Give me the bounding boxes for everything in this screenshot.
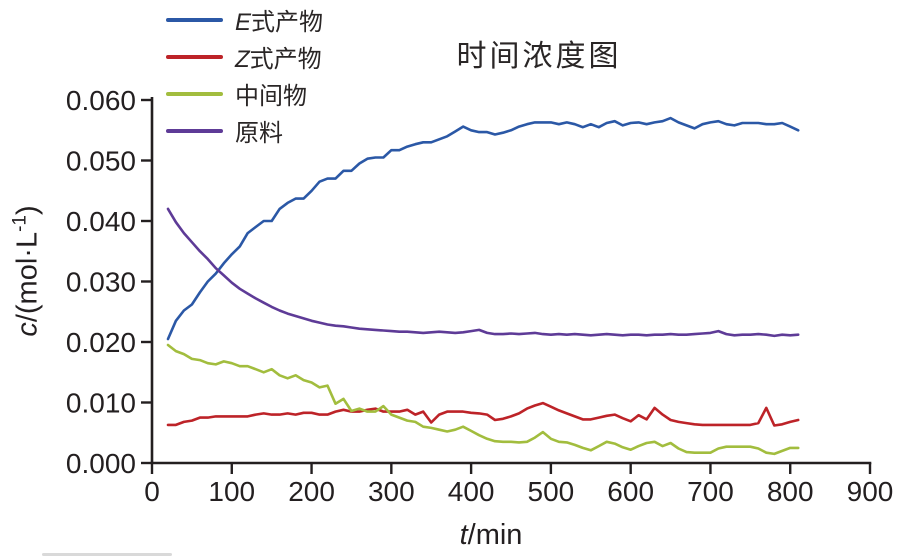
chart-title: 时间浓度图 — [456, 40, 622, 73]
legend-label-italic: E — [235, 9, 252, 36]
legend-line-intermediate — [166, 91, 223, 96]
x-tick-label: 0 — [144, 476, 160, 507]
legend-item-z-product: Z式产物 — [166, 38, 323, 75]
x-axis-title: t/min — [460, 519, 523, 552]
legend-item-raw-material: 原料 — [166, 112, 323, 149]
x-tick-label: 600 — [607, 476, 654, 507]
artifact-underline — [42, 553, 172, 556]
legend-label-text: 原料 — [235, 121, 283, 147]
x-tick-label: 200 — [288, 476, 335, 507]
legend-label-intermediate: 中间物 — [235, 76, 307, 111]
legend-line-raw-material — [166, 128, 223, 133]
x-tick-label: 700 — [687, 476, 734, 507]
x-axis-symbol: t — [459, 519, 468, 551]
y-tick-label: 0.020 — [66, 327, 136, 358]
legend-label-text: 中间物 — [235, 84, 307, 110]
legend-label-text: 式产物 — [249, 47, 322, 73]
y-tick-label: 0.060 — [66, 85, 136, 116]
x-tick-label: 500 — [528, 476, 575, 507]
legend: E式产物 Z式产物 中间物 原料 — [166, 1, 323, 149]
y-tick-label: 0.000 — [66, 448, 136, 479]
y-tick-label: 0.030 — [66, 267, 136, 298]
legend-label-e-product: E式产物 — [235, 2, 323, 37]
legend-item-intermediate: 中间物 — [166, 75, 323, 112]
y-tick-label: 0.040 — [66, 206, 136, 237]
x-tick-label: 300 — [368, 476, 415, 507]
x-tick-label: 800 — [767, 476, 814, 507]
legend-line-z-product — [166, 54, 223, 59]
y-tick-label: 0.010 — [66, 388, 136, 419]
x-tick-label: 400 — [448, 476, 495, 507]
series-line-intermediate — [166, 343, 800, 456]
legend-item-e-product: E式产物 — [166, 1, 323, 38]
series-line-e-product — [166, 116, 800, 341]
series-line-raw-material — [166, 207, 800, 338]
legend-label-raw-material: 原料 — [235, 113, 283, 148]
x-tick-label: 900 — [847, 476, 894, 507]
x-tick-label: 100 — [208, 476, 255, 507]
legend-line-e-product — [166, 17, 223, 22]
y-tick-label: 0.050 — [66, 146, 136, 177]
x-axis-unit: /min — [467, 519, 523, 551]
legend-label-z-product: Z式产物 — [235, 39, 322, 74]
legend-label-text: 式产物 — [251, 10, 324, 36]
series-line-z-product — [166, 401, 800, 427]
legend-label-italic: Z — [235, 46, 250, 73]
